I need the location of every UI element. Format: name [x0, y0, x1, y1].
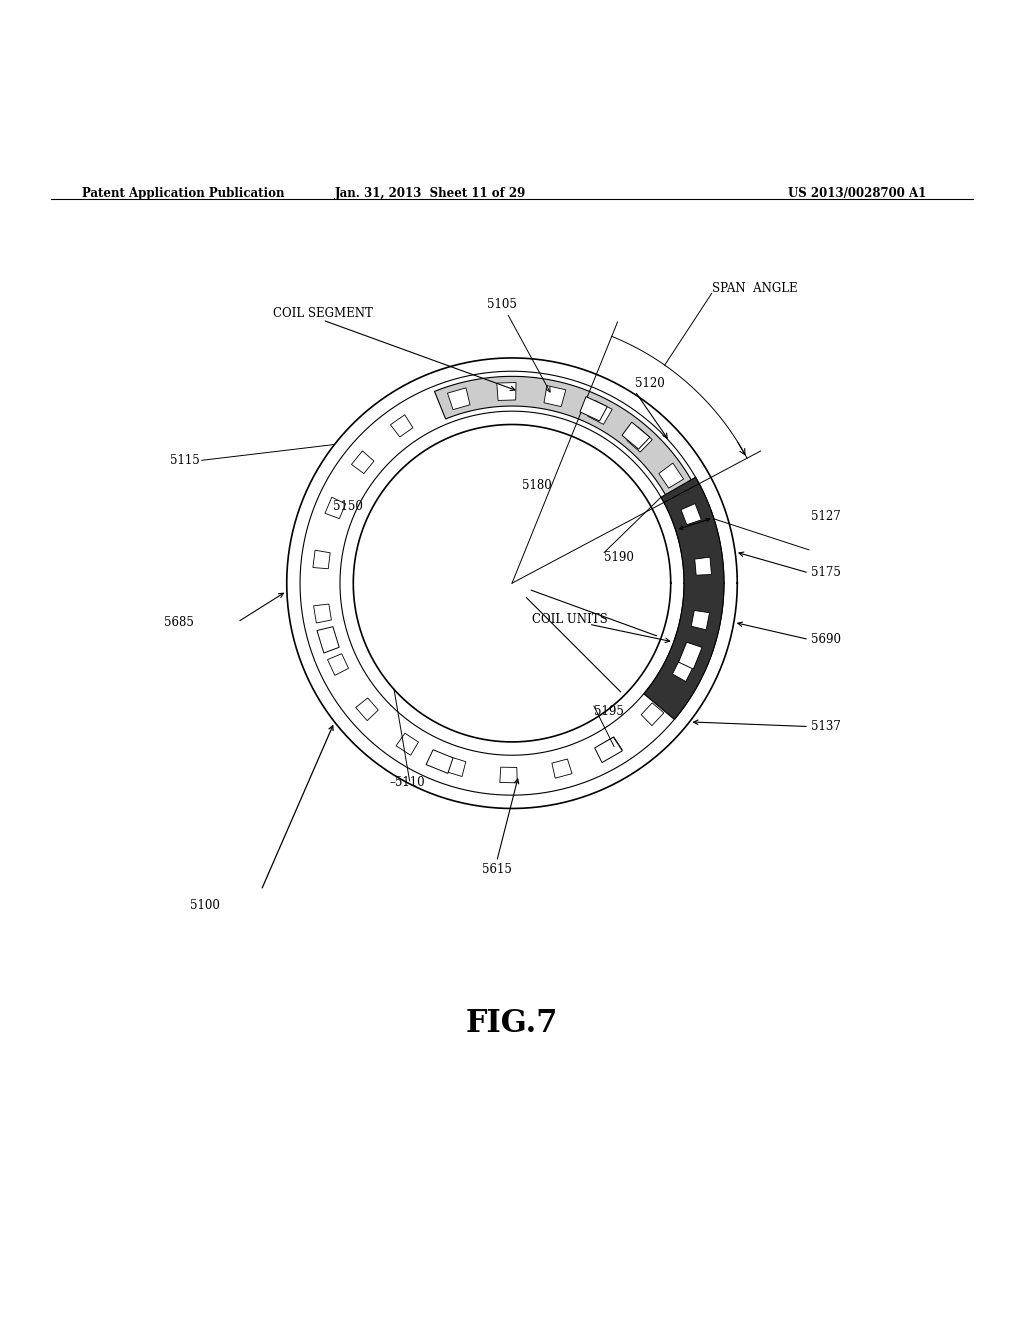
Text: 5127: 5127: [811, 510, 841, 523]
Polygon shape: [673, 660, 693, 681]
Polygon shape: [317, 627, 339, 653]
Polygon shape: [658, 463, 684, 488]
Polygon shape: [445, 756, 466, 776]
Text: 5615: 5615: [481, 863, 512, 876]
Text: COIL SEGMENT: COIL SEGMENT: [272, 308, 373, 321]
Polygon shape: [434, 376, 694, 500]
Polygon shape: [694, 557, 712, 576]
Text: COIL UNITS: COIL UNITS: [532, 612, 608, 626]
Text: Jan. 31, 2013  Sheet 11 of 29: Jan. 31, 2013 Sheet 11 of 29: [335, 187, 525, 199]
Polygon shape: [396, 733, 419, 755]
Polygon shape: [544, 385, 566, 407]
Text: 5690: 5690: [811, 634, 841, 645]
Text: –5110: –5110: [389, 776, 425, 789]
Polygon shape: [600, 737, 623, 759]
Polygon shape: [390, 414, 413, 437]
Text: 5115: 5115: [170, 454, 200, 467]
Polygon shape: [681, 503, 701, 525]
Polygon shape: [627, 426, 652, 453]
Polygon shape: [644, 478, 724, 719]
Polygon shape: [588, 400, 612, 425]
Polygon shape: [691, 610, 710, 630]
Polygon shape: [595, 737, 623, 763]
Text: 5180: 5180: [522, 479, 552, 492]
Polygon shape: [622, 422, 650, 449]
Text: 5105: 5105: [486, 298, 517, 312]
Polygon shape: [580, 396, 607, 421]
Text: SPAN  ANGLE: SPAN ANGLE: [712, 281, 798, 294]
Polygon shape: [351, 451, 374, 474]
Polygon shape: [325, 498, 346, 519]
Text: 5120: 5120: [635, 378, 665, 391]
Polygon shape: [447, 388, 470, 409]
Polygon shape: [679, 642, 702, 669]
Text: 5190: 5190: [604, 552, 634, 564]
Polygon shape: [500, 767, 517, 783]
Text: 5100: 5100: [189, 899, 220, 912]
Polygon shape: [426, 750, 453, 774]
Text: 5175: 5175: [811, 566, 841, 579]
Polygon shape: [313, 605, 332, 623]
Text: 5685: 5685: [164, 615, 194, 628]
Text: 5137: 5137: [811, 721, 841, 733]
Text: Patent Application Publication: Patent Application Publication: [82, 187, 285, 199]
Text: 5150: 5150: [333, 500, 362, 513]
Text: FIG.7: FIG.7: [466, 1008, 558, 1039]
Text: US 2013/0028700 A1: US 2013/0028700 A1: [788, 187, 927, 199]
Polygon shape: [313, 550, 330, 569]
Text: 5195: 5195: [594, 705, 624, 718]
Polygon shape: [355, 698, 378, 721]
Polygon shape: [497, 383, 516, 400]
Polygon shape: [641, 704, 664, 726]
Polygon shape: [328, 653, 348, 676]
Polygon shape: [552, 759, 572, 779]
